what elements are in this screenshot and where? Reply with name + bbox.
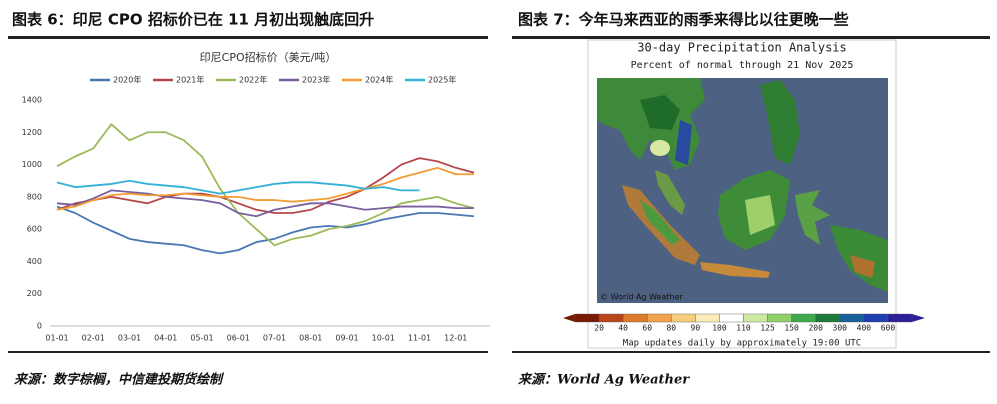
color-bar-segment [671, 313, 696, 323]
color-bar-label: 125 [760, 324, 775, 333]
x-tick-label: 05-01 [190, 334, 213, 343]
series-line [56, 179, 420, 195]
legend-label: 2022年 [239, 75, 267, 85]
footer-rule [512, 351, 990, 353]
land [675, 120, 692, 165]
legend-label: 2020年 [113, 75, 141, 85]
y-tick-label: 1400 [22, 96, 42, 105]
color-bar-label: 300 [833, 324, 848, 333]
color-bar-segment [791, 313, 816, 323]
y-tick-label: 200 [27, 289, 42, 298]
color-bar-segment [574, 313, 600, 323]
color-bar-segment [863, 313, 889, 323]
color-bar-label: 110 [736, 324, 751, 333]
color-bar-label: 100 [712, 324, 727, 333]
color-bar-label: 80 [666, 324, 676, 333]
source-note: 来源：World Ag Weather [518, 372, 690, 388]
color-bar-label: 400 [857, 324, 872, 333]
y-tick-label: 1000 [22, 160, 42, 169]
land [700, 262, 770, 278]
land [745, 195, 775, 235]
color-bar-arrow [563, 314, 575, 322]
x-tick-label: 10-01 [372, 334, 395, 343]
color-bar-segment [695, 313, 720, 323]
color-bar-segment [598, 313, 624, 323]
precipitation-map: 30-day Precipitation Analysis Percent of… [563, 39, 925, 349]
land [640, 200, 680, 245]
legend-label: 2021年 [176, 75, 204, 85]
map-title: 30-day Precipitation Analysis [637, 41, 847, 55]
land [650, 140, 670, 156]
y-tick-label: 400 [27, 257, 42, 266]
map-credit: © World Ag Weather [600, 293, 684, 302]
land [795, 190, 830, 245]
map-subtitle: Percent of normal through 21 Nov 2025 [631, 60, 854, 71]
series-line [56, 166, 474, 211]
color-bar-segment [887, 313, 913, 323]
color-bar-label: 20 [594, 324, 604, 333]
color-bar-segment [647, 313, 672, 323]
x-tick-label: 12-01 [444, 334, 467, 343]
color-bar-arrow [912, 314, 925, 322]
y-tick-label: 1200 [22, 128, 42, 137]
heading-rule [512, 36, 990, 39]
color-bar-segment [743, 313, 768, 323]
color-bar-label: 60 [642, 324, 652, 333]
color-bar-segment [815, 313, 840, 323]
color-bar-segment [767, 313, 792, 323]
heading-rule [8, 36, 488, 39]
x-tick-label: 02-01 [82, 334, 105, 343]
x-tick-label: 04-01 [154, 334, 177, 343]
x-tick-label: 09-01 [335, 334, 358, 343]
series-line [56, 205, 474, 255]
source-note: 来源：数字棕榈，中信建投期货绘制 [14, 372, 225, 388]
color-bar-label: 600 [881, 324, 896, 333]
x-tick-label: 03-01 [118, 334, 141, 343]
legend-label: 2025年 [428, 75, 456, 85]
figure-heading: 图表 6：印尼 CPO 招标价已在 11 月初出现触底回升 [12, 11, 374, 29]
color-bar-label: 40 [618, 324, 628, 333]
color-bar: 20 40 60 80 90 100 110 125 150 200 300 400 600 [563, 313, 925, 333]
x-tick-label: 06-01 [227, 334, 250, 343]
land [640, 95, 680, 130]
land [760, 80, 800, 165]
y-tick-label: 0 [37, 322, 42, 331]
legend-label: 2023年 [302, 75, 330, 85]
color-bar-label: 200 [808, 324, 823, 333]
y-tick-label: 600 [27, 225, 42, 234]
series-line [56, 189, 474, 218]
land [850, 255, 875, 278]
series-line [56, 157, 475, 214]
color-bar-segment [719, 313, 744, 323]
figure-heading: 图表 7：今年马来西亚的雨季来得比以往更晚一些 [518, 11, 849, 29]
color-bar-label: 90 [691, 324, 701, 333]
x-tick-label: 08-01 [299, 334, 322, 343]
y-tick-label: 800 [27, 192, 42, 201]
x-tick-label: 01-01 [45, 334, 68, 343]
land [655, 170, 685, 215]
series-line [56, 123, 475, 247]
map-note: Map updates daily by approximately 19:00… [623, 339, 861, 349]
color-bar-label: 150 [784, 324, 799, 333]
chart-title: 印尼CPO招标价（美元/吨） [200, 50, 337, 64]
x-tick-label: 11-01 [408, 334, 431, 343]
x-tick-label: 07-01 [263, 334, 286, 343]
color-bar-segment [622, 313, 648, 323]
footer-rule [8, 351, 488, 353]
color-bar-segment [839, 313, 865, 323]
legend-label: 2024年 [365, 75, 393, 85]
